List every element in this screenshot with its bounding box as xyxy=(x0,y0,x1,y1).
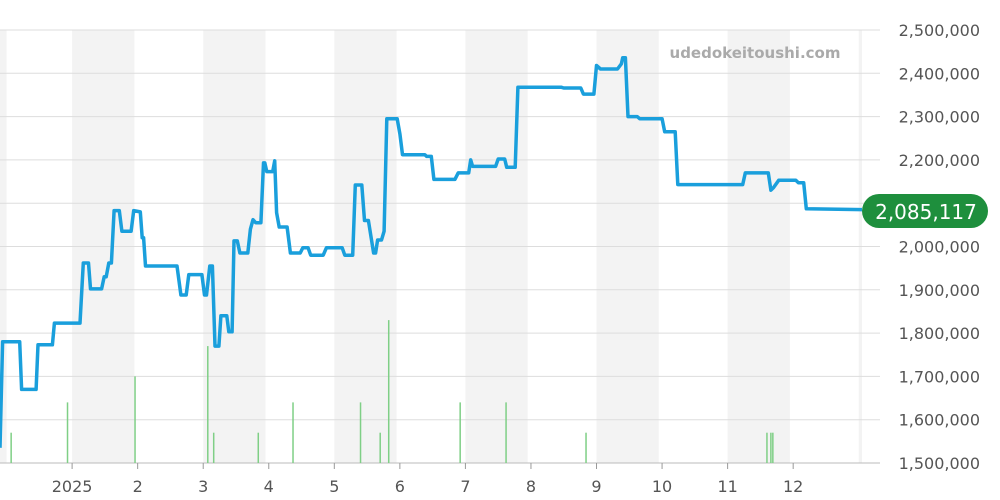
y-tick-label: 2,500,000 xyxy=(899,21,980,40)
x-tick-label: 9 xyxy=(591,477,601,496)
y-tick-label: 1,900,000 xyxy=(899,281,980,300)
volume-bar xyxy=(66,402,69,463)
x-tick-label: 5 xyxy=(329,477,339,496)
x-tick-label: 10 xyxy=(652,477,672,496)
volume-bars xyxy=(10,320,774,463)
y-axis: 2,500,000 2,400,000 2,300,000 2,200,000 2,00… xyxy=(899,21,980,473)
current-value-badge: 2,085,117 xyxy=(862,194,988,228)
volume-bar xyxy=(766,432,768,463)
volume-bar xyxy=(212,432,215,463)
volume-bar xyxy=(459,402,461,463)
volume-bar xyxy=(387,320,390,463)
volume-bar xyxy=(770,432,772,463)
volume-bar xyxy=(134,376,136,463)
volume-bar xyxy=(207,346,209,463)
volume-bar xyxy=(585,432,587,463)
y-tick-label: 1,700,000 xyxy=(899,367,980,386)
y-tick-label: 2,000,000 xyxy=(899,238,980,257)
y-tick-label: 2,200,000 xyxy=(899,151,980,170)
x-axis: 2025 2 3 4 5 6 7 8 9 10 11 12 xyxy=(0,462,880,496)
x-tick-label: 3 xyxy=(198,477,208,496)
y-tick-label: 2,400,000 xyxy=(899,64,980,83)
volume-bar xyxy=(292,402,294,463)
y-tick-label: 1,600,000 xyxy=(899,411,980,430)
x-tick-label: 11 xyxy=(717,477,737,496)
y-tick-label: 2,300,000 xyxy=(899,108,980,127)
x-tick-label: 4 xyxy=(264,477,274,496)
volume-bar xyxy=(257,432,260,463)
y-tick-label: 1,800,000 xyxy=(899,324,980,343)
current-value-label: 2,085,117 xyxy=(875,200,977,224)
x-tick-label: 7 xyxy=(460,477,470,496)
volume-bar xyxy=(10,432,12,463)
volume-bar xyxy=(772,432,774,463)
volume-bar xyxy=(359,402,362,463)
y-tick-label: 1,500,000 xyxy=(899,454,980,473)
x-tick-label: 2025 xyxy=(52,477,93,496)
x-tick-label: 6 xyxy=(395,477,405,496)
x-tick-label: 8 xyxy=(526,477,536,496)
volume-bar xyxy=(505,402,507,463)
watermark: udedokeitoushi.com xyxy=(670,44,841,62)
volume-bar xyxy=(379,432,381,463)
x-tick-label: 12 xyxy=(783,477,803,496)
price-line xyxy=(0,55,863,448)
x-tick-label: 2 xyxy=(133,477,143,496)
